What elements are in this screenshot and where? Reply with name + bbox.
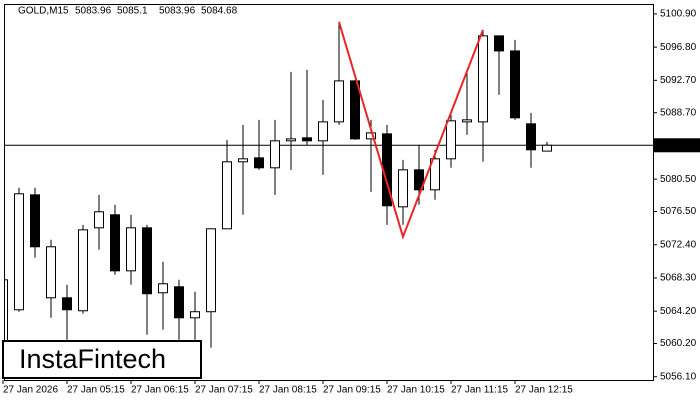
last-price-box [653, 138, 700, 153]
x-tick-label: 27 Jan 05:15 [67, 385, 125, 396]
plot-area [5, 21, 653, 348]
x-tick-label: 27 Jan 11:15 [451, 385, 509, 396]
candle-body [110, 214, 120, 272]
y-tick-label: 5096.80 [660, 42, 697, 53]
candle-body [414, 169, 424, 191]
y-tick-label: 5072.40 [660, 239, 697, 250]
watermark: InstaFintech [19, 344, 166, 374]
candle-body [238, 158, 248, 163]
candle-body [478, 35, 488, 123]
candle-body [462, 119, 472, 123]
candle-body [318, 121, 328, 142]
candle-body [510, 50, 520, 119]
x-tick-label: 27 Jan 06:15 [131, 385, 189, 396]
last-price-label: 5084.68 [658, 140, 695, 151]
y-tick-label: 5092.70 [660, 75, 697, 86]
candle-body [5, 279, 8, 346]
candle-body [526, 123, 536, 151]
candle-body [270, 140, 280, 169]
candle-body [222, 161, 232, 230]
candle-body [126, 227, 136, 272]
candle-body [446, 120, 456, 160]
candle-body [174, 286, 184, 319]
watermark-box: InstaFintech [2, 340, 202, 379]
candle-body [78, 229, 88, 312]
candle-body [398, 169, 408, 208]
y-tick-label: 5064.20 [660, 306, 697, 317]
candle-body [302, 137, 312, 142]
x-tick-label: 27 Jan 09:15 [323, 385, 381, 396]
y-tick-label: 5080.50 [660, 174, 697, 185]
candle-body [366, 132, 376, 140]
candle-body [46, 246, 56, 299]
candle-body [190, 311, 200, 319]
symbol: GOLD,M15 [18, 6, 69, 17]
candle-body [14, 193, 24, 311]
x-tick-label: 27 Jan 10:15 [387, 385, 445, 396]
header-value: 5084.68 [201, 6, 238, 17]
y-tick-label: 5056.10 [660, 371, 697, 382]
candle-body [542, 144, 552, 152]
watermark-frame [2, 340, 202, 379]
candle-body [494, 35, 504, 52]
pattern-line [338, 21, 484, 240]
candle-body [350, 80, 360, 140]
candle-body [142, 227, 152, 295]
plot-frame [4, 4, 654, 381]
y-tick-label: 5068.30 [660, 273, 697, 284]
candle-body [206, 228, 216, 313]
candle-body [94, 211, 104, 229]
candle-body [430, 158, 440, 191]
header: GOLD,M15 5083.96 5085.1 5083.96 5084.68 [18, 6, 238, 17]
candle-body [286, 138, 296, 142]
x-tick-label: 27 Jan 2026 [3, 385, 58, 396]
y-tick-label: 5100.90 [660, 9, 697, 20]
header-value: 5085.1 [117, 6, 148, 17]
candle-body [254, 157, 264, 169]
y-tick-label: 5088.70 [660, 107, 697, 118]
header-value: 5083.96 [159, 6, 196, 17]
candle-body [158, 283, 168, 294]
y-tick-label: 5060.20 [660, 338, 697, 349]
x-tick-label: 27 Jan 08:15 [259, 385, 317, 396]
candle-body [62, 297, 72, 311]
x-tick-label: 27 Jan 12:15 [515, 385, 573, 396]
candle-body [30, 194, 40, 248]
header-value: 5083.96 [75, 6, 112, 17]
x-tick-label: 27 Jan 07:15 [195, 385, 253, 396]
y-tick-label: 5076.50 [660, 206, 697, 217]
candle-body [334, 80, 344, 123]
